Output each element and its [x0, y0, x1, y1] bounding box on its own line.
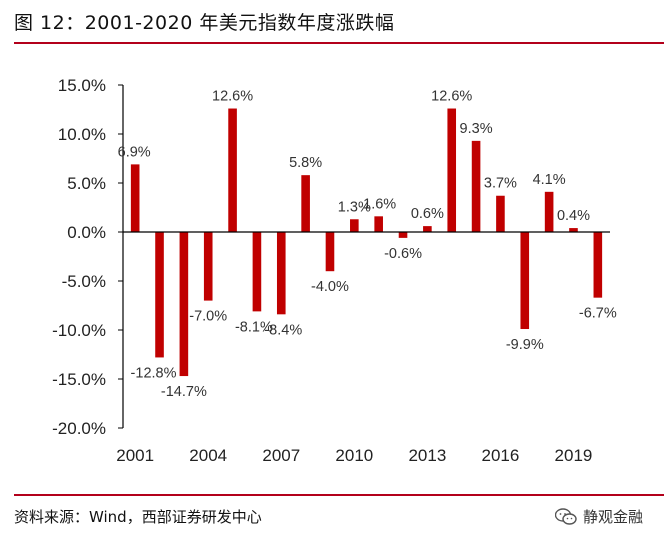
data-label-2013: 0.6%	[411, 206, 444, 222]
data-label-2008: 5.8%	[289, 155, 322, 171]
data-label-2001: 6.9%	[118, 144, 151, 160]
x-tick-label: 2019	[555, 446, 593, 465]
data-label-2012: -0.6%	[384, 246, 422, 262]
bar-2003	[179, 232, 189, 377]
figure-title: 图 12：2001-2020 年美元指数年度涨跌幅	[14, 12, 395, 34]
bar-2018	[544, 191, 554, 232]
data-label-2002: -12.8%	[131, 365, 177, 381]
data-label-2018: 4.1%	[533, 172, 566, 188]
bar-2020	[593, 232, 603, 298]
data-labels: 6.9% -12.8% -14.7% -7.0% 12.6% -8.1%-8.4% 5.8%…	[118, 89, 617, 401]
brand-label: 静观金融	[583, 508, 644, 526]
bars	[130, 108, 603, 377]
bar-2001	[130, 164, 140, 232]
bar-2008	[301, 175, 310, 232]
data-label-2017: -9.9%	[506, 337, 544, 353]
y-tick-label: -15.0%	[52, 370, 106, 389]
y-axis-ticks: 15.0% 10.0% 5.0% 0.0% -5.0% -10.0% -15.0% -20.0…	[52, 76, 123, 438]
data-label-2010: 1.3%	[338, 199, 371, 215]
bar-2010	[350, 219, 359, 232]
data-label-2014: 12.6%	[431, 89, 472, 105]
data-label-2004: -7.0%	[189, 309, 227, 325]
bar-2002	[155, 232, 164, 358]
source-note: 资料来源：Wind，西部证券研发中心	[14, 508, 262, 526]
y-tick-label: -10.0%	[52, 321, 106, 340]
x-tick-label: 2001	[116, 446, 154, 465]
data-label-2016: 3.7%	[484, 176, 517, 192]
bar-2012	[398, 232, 408, 238]
data-label-2005: 12.6%	[212, 89, 253, 105]
x-tick-label: 2010	[335, 446, 373, 465]
bar-2019	[569, 228, 578, 232]
data-label-2006: -8.1%	[235, 319, 273, 335]
bar-2015	[471, 140, 481, 232]
bar-2009	[325, 232, 335, 272]
bar-2014	[447, 108, 457, 232]
bar-2004	[203, 232, 213, 301]
data-label-2003: -14.7%	[161, 384, 207, 400]
brand-badge: 静观金融	[555, 506, 643, 527]
y-tick-label: 5.0%	[67, 174, 106, 193]
y-tick-label: -5.0%	[62, 272, 106, 291]
bar-2016	[496, 195, 505, 232]
x-tick-label: 2004	[189, 446, 227, 465]
data-label-2019: 0.4%	[557, 208, 590, 224]
x-tick-label: 2016	[482, 446, 520, 465]
data-label-2020: -6.7%	[579, 306, 617, 322]
data-label-2009: -4.0%	[311, 279, 349, 295]
bar-2005	[228, 108, 237, 232]
data-label-2011: 1.6%	[363, 196, 396, 212]
y-tick-label: 10.0%	[58, 125, 106, 144]
y-tick-label: -20.0%	[52, 419, 106, 438]
bar-2011	[374, 216, 383, 232]
bar-2013	[423, 226, 432, 232]
y-tick-label: 0.0%	[67, 223, 106, 242]
y-tick-label: 15.0%	[58, 76, 106, 95]
data-label-2007: -8.4%	[264, 322, 302, 338]
bar-2007	[276, 232, 286, 315]
wechat-icon	[555, 507, 577, 525]
x-axis-ticks: 2001 2004 2007 2010 2013 2016 2019	[116, 446, 592, 465]
title-rule	[14, 42, 664, 44]
source-rule	[14, 494, 664, 496]
x-tick-label: 2013	[408, 446, 446, 465]
bar-2017	[520, 232, 530, 330]
data-label-2015: 9.3%	[460, 121, 493, 137]
bar-2006	[252, 232, 262, 312]
x-tick-label: 2007	[262, 446, 300, 465]
